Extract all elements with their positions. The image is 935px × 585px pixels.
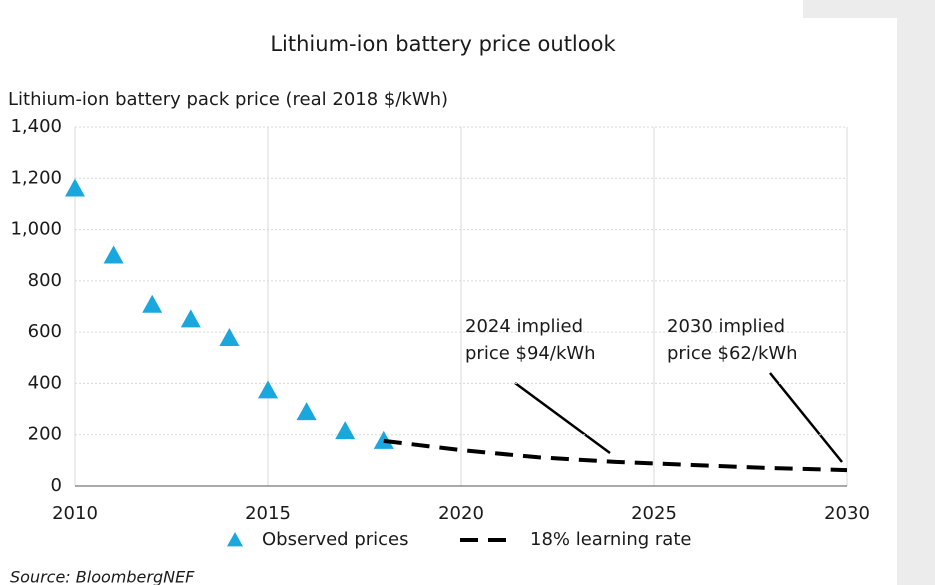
observed-point: [142, 294, 163, 313]
y-tick-label: 200: [28, 424, 62, 445]
annotation: price $94/kWh: [465, 343, 596, 364]
observed-point: [258, 380, 278, 399]
screen-edge: [897, 0, 935, 585]
annotation: price $62/kWh: [667, 343, 798, 364]
y-tick-label: 600: [28, 321, 62, 342]
observed-point: [180, 309, 201, 328]
y-axis-label: Lithium-ion battery pack price (real 201…: [8, 89, 448, 110]
x-tick-label: 2020: [438, 503, 484, 524]
legend-marker: [227, 532, 243, 547]
chart-title: Lithium-ion battery price outlook: [270, 32, 616, 56]
y-tick-label: 400: [28, 372, 62, 393]
observed-point: [103, 245, 124, 264]
annotation: 2030 implied: [667, 316, 785, 337]
observed-point: [296, 402, 317, 421]
x-tick-label: 2025: [631, 503, 677, 524]
observed-point: [65, 178, 85, 197]
y-tick-label: 1,200: [10, 167, 62, 188]
learning-rate-line: [383, 438, 848, 473]
observed-point: [373, 430, 394, 449]
observed-point: [219, 328, 240, 347]
y-tick-label: 1,000: [10, 219, 62, 240]
y-tick-label: 0: [51, 475, 62, 496]
legend-label: Observed prices: [262, 529, 409, 550]
annotation: 2024 implied: [465, 316, 583, 337]
x-tick-label: 2015: [245, 503, 291, 524]
annotation-arrow: [514, 381, 611, 455]
y-tick-label: 1,400: [10, 116, 62, 137]
x-tick-label: 2010: [52, 503, 98, 524]
annotation-arrow: [769, 372, 843, 463]
y-tick-label: 800: [28, 270, 62, 291]
observed-point: [335, 421, 356, 440]
legend-label: 18% learning rate: [530, 529, 691, 550]
x-tick-label: 2030: [824, 503, 870, 524]
source: Source: BloombergNEF: [10, 568, 195, 585]
